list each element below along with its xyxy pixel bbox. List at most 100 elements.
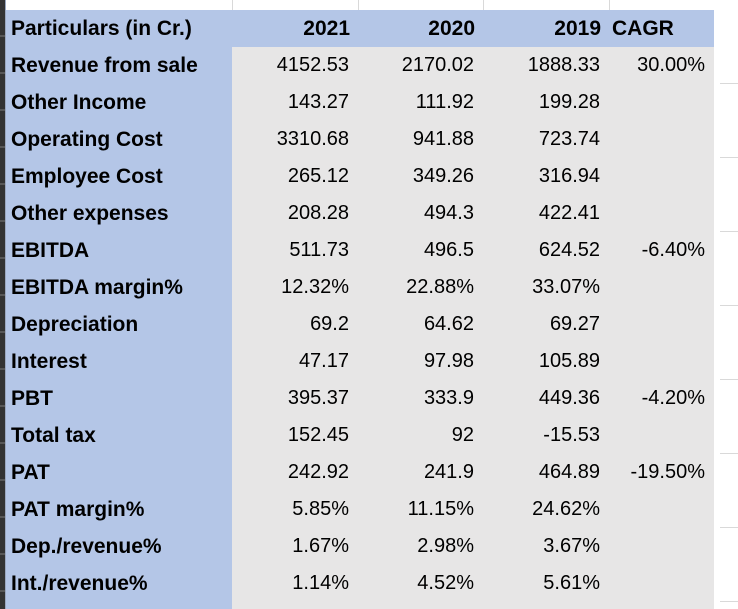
cell-2020[interactable]: 349.26 [358, 158, 483, 195]
column-gridline [358, 0, 359, 10]
cell-label[interactable]: PBT [6, 380, 232, 417]
cell-label[interactable]: Employee Cost [6, 158, 232, 195]
cell-2020[interactable]: 92 [358, 417, 483, 454]
cell-label[interactable]: Other Income [6, 84, 232, 121]
table-row: Revenue from sale 4152.53 2170.02 1888.3… [6, 47, 714, 84]
cell-2021[interactable]: 265.12 [232, 158, 358, 195]
cell-2019[interactable]: 105.89 [483, 343, 609, 380]
cell-2021[interactable]: 143.27 [232, 84, 358, 121]
cell-cagr[interactable]: -6.40% [609, 232, 714, 269]
cell-2019[interactable]: 5.61% [483, 565, 609, 602]
header-cell-cagr[interactable]: CAGR [609, 10, 714, 47]
cell-2019[interactable]: 24.62% [483, 491, 609, 528]
cell-cagr[interactable] [609, 565, 714, 602]
cell-2019[interactable]: 449.36 [483, 380, 609, 417]
cell-label[interactable]: PAT [6, 454, 232, 491]
cell-cagr[interactable]: 30.00% [609, 47, 714, 84]
cell-label[interactable]: Interest [6, 343, 232, 380]
cell-cagr[interactable] [609, 306, 714, 343]
cell-2021[interactable]: 242.92 [232, 454, 358, 491]
cell-cagr[interactable] [609, 158, 714, 195]
table-row: Other expenses 208.28 494.3 422.41 [6, 195, 714, 232]
cell-2019[interactable]: 69.27 [483, 306, 609, 343]
cell-2021[interactable]: 47.17 [232, 343, 358, 380]
cell-label[interactable]: Revenue from sale [6, 47, 232, 84]
cell-2020[interactable]: 111.92 [358, 84, 483, 121]
cell-label[interactable]: Depreciation [6, 306, 232, 343]
cell-label[interactable]: EBITDA [6, 232, 232, 269]
cell-cagr[interactable] [609, 417, 714, 454]
cell-2021[interactable]: 3310.68 [232, 121, 358, 158]
cell-label[interactable]: Dep./revenue% [6, 528, 232, 565]
cell-2021[interactable]: 69.2 [232, 306, 358, 343]
cell-cagr[interactable] [609, 269, 714, 306]
header-cell-2020[interactable]: 2020 [358, 10, 483, 47]
cell-2019[interactable]: 316.94 [483, 158, 609, 195]
cell-2019[interactable]: 199.28 [483, 84, 609, 121]
cell-2021[interactable]: 4152.53 [232, 47, 358, 84]
cell-2020[interactable]: 22.88% [358, 269, 483, 306]
header-cell-particulars[interactable]: Particulars (in Cr.) [6, 10, 232, 47]
cell-2021[interactable]: 5.85% [232, 491, 358, 528]
cell-2019[interactable]: 33.07% [483, 269, 609, 306]
cell-cagr[interactable] [609, 84, 714, 121]
cell-2021[interactable]: 208.28 [232, 195, 358, 232]
cell-2021[interactable]: 152.45 [232, 417, 358, 454]
column-gridline [483, 0, 484, 10]
cell-2019[interactable]: 1888.33 [483, 47, 609, 84]
cell-2019[interactable]: 422.41 [483, 195, 609, 232]
cell-2021[interactable]: 395.37 [232, 380, 358, 417]
table-row: PAT margin% 5.85% 11.15% 24.62% [6, 491, 714, 528]
cell-2019[interactable]: 624.52 [483, 232, 609, 269]
cell-2019[interactable]: -15.53 [483, 417, 609, 454]
cell-label[interactable]: Total tax [6, 417, 232, 454]
table-row: Interest 47.17 97.98 105.89 [6, 343, 714, 380]
cell-cagr[interactable] [609, 121, 714, 158]
cell-cagr[interactable] [609, 343, 714, 380]
cell-cagr[interactable] [609, 195, 714, 232]
cell-2020[interactable]: 241.9 [358, 454, 483, 491]
cell-cagr[interactable]: -19.50% [609, 454, 714, 491]
cell-2020[interactable]: 2.98% [358, 528, 483, 565]
cell-2019[interactable]: 723.74 [483, 121, 609, 158]
column-gridline [609, 0, 610, 10]
cell-label[interactable]: Operating Cost [6, 121, 232, 158]
cell-2021[interactable]: 511.73 [232, 232, 358, 269]
table-row: Total tax 152.45 92 -15.53 [6, 417, 714, 454]
cell-2020[interactable]: 2170.02 [358, 47, 483, 84]
cell-2020[interactable]: 941.88 [358, 121, 483, 158]
column-gridline [232, 0, 233, 10]
cell-2020[interactable]: 333.9 [358, 380, 483, 417]
table-row: PAT 242.92 241.9 464.89 -19.50% [6, 454, 714, 491]
cell-2020[interactable]: 494.3 [358, 195, 483, 232]
cell-label[interactable]: Int./revenue% [6, 565, 232, 602]
right-gridline-strip [720, 10, 738, 609]
top-gridline-strip [6, 0, 738, 10]
cell-2019[interactable]: 3.67% [483, 528, 609, 565]
cell-2021[interactable]: 12.32% [232, 269, 358, 306]
sheet-content: Particulars (in Cr.) 2021 2020 2019 CAGR… [6, 0, 738, 609]
cell-label[interactable]: EBITDA margin% [6, 269, 232, 306]
table-row: Employee Cost 265.12 349.26 316.94 [6, 158, 714, 195]
cell-2020[interactable]: 97.98 [358, 343, 483, 380]
partial-cropped-row [6, 602, 714, 609]
cell-2020[interactable]: 4.52% [358, 565, 483, 602]
cell-2020[interactable]: 64.62 [358, 306, 483, 343]
partial-data-cell [232, 602, 714, 609]
financials-table: Particulars (in Cr.) 2021 2020 2019 CAGR… [6, 10, 714, 609]
cell-2021[interactable]: 1.14% [232, 565, 358, 602]
cell-label[interactable]: Other expenses [6, 195, 232, 232]
cell-2021[interactable]: 1.67% [232, 528, 358, 565]
header-cell-2019[interactable]: 2019 [483, 10, 609, 47]
cell-2020[interactable]: 496.5 [358, 232, 483, 269]
cell-cagr[interactable] [609, 528, 714, 565]
table-header-row: Particulars (in Cr.) 2021 2020 2019 CAGR [6, 10, 714, 47]
cell-2020[interactable]: 11.15% [358, 491, 483, 528]
cell-2019[interactable]: 464.89 [483, 454, 609, 491]
cell-cagr[interactable]: -4.20% [609, 380, 714, 417]
table-row: Int./revenue% 1.14% 4.52% 5.61% [6, 565, 714, 602]
header-cell-2021[interactable]: 2021 [232, 10, 358, 47]
cell-cagr[interactable] [609, 491, 714, 528]
cell-label[interactable]: PAT margin% [6, 491, 232, 528]
